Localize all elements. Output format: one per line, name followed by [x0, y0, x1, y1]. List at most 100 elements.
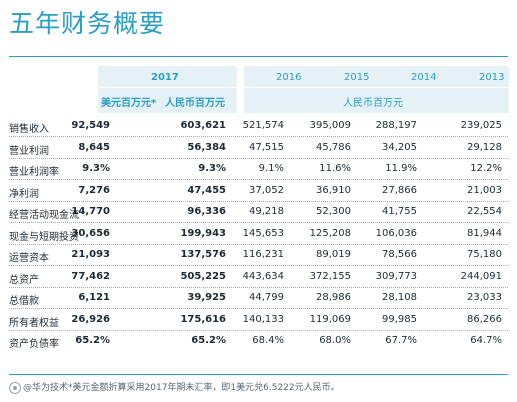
table-row: 现金与短期投资 30,656 199,943 145,653 125,208 106,03…	[9, 223, 508, 245]
row-value: 395,009	[309, 120, 351, 131]
table-row: 营业利润率 9.3% 9.3% 9.1% 11.6% 11.9% 12.2%	[9, 158, 508, 180]
column-header-2013: 2013	[479, 72, 505, 83]
row-separator	[9, 243, 508, 245]
row-value: 41,755	[382, 206, 417, 217]
row-value: 68.4%	[252, 335, 284, 346]
column-header-2017: 2017	[151, 72, 179, 83]
row-value: 89,019	[316, 249, 351, 260]
row-separator	[9, 329, 508, 331]
row-value: 36,910	[316, 184, 351, 196]
table-row: 总资产 77,462 505,225 443,634 372,155 309,773 244…	[9, 266, 508, 288]
row-value: 14,770	[71, 206, 110, 217]
row-value: 45,786	[316, 141, 351, 153]
row-value: 145,653	[242, 227, 284, 239]
row-label: 净利润	[9, 188, 39, 200]
row-value: 11.9%	[385, 163, 417, 174]
row-label: 现金与短期投资	[9, 231, 79, 243]
header-band-2017-divider	[98, 87, 237, 88]
row-value: 11.6%	[319, 163, 351, 174]
row-value: 68.0%	[319, 335, 351, 346]
table-row: 所有者权益 26,926 175,616 140,133 119,069 99,985 86…	[9, 309, 508, 331]
watermark-text: @华为技术	[23, 383, 69, 393]
row-value: 21,093	[71, 249, 110, 260]
row-value: 96,336	[187, 206, 226, 217]
unit-rmb-2017-label: 人民币百万元	[165, 98, 225, 109]
row-value: 603,621	[180, 120, 226, 131]
row-value: 56,384	[187, 141, 226, 153]
row-value: 99,985	[382, 313, 417, 325]
row-value: 6,121	[78, 292, 110, 303]
header-band-history	[244, 66, 509, 113]
row-value: 521,574	[242, 120, 284, 131]
row-value: 49,218	[249, 206, 284, 217]
table-row: 净利润 7,276 47,455 37,052 36,910 27,866 21,003	[9, 180, 508, 202]
column-header-2016: 2016	[276, 72, 302, 83]
column-header-2014: 2014	[411, 72, 437, 83]
footnote: @华为技术*美元金额折算采用2017年期末汇率，即1美元兑6.5222元人民币。	[9, 380, 340, 394]
table-row: 运营资本 21,093 137,576 116,231 89,019 78,566 75,1…	[9, 244, 508, 266]
row-value: 44,799	[249, 292, 284, 303]
watermark-icon	[9, 381, 21, 394]
row-label: 所有者权益	[9, 317, 59, 329]
table-row: 总借款 6,121 39,925 44,799 28,986 28,108 23,033	[9, 287, 508, 309]
row-value: 119,069	[309, 313, 351, 325]
row-separator	[9, 222, 508, 223]
row-value: 7,276	[78, 184, 110, 196]
row-separator	[9, 286, 508, 288]
title-divider	[9, 56, 508, 57]
row-label: 销售收入	[9, 124, 49, 135]
row-value: 30,656	[71, 227, 110, 239]
page-title: 五年财务概要	[9, 9, 166, 38]
row-value: 8,645	[78, 141, 110, 153]
row-value: 27,866	[382, 184, 417, 196]
row-value: 26,926	[71, 313, 110, 325]
row-label: 运营资本	[9, 253, 49, 264]
row-value: 29,128	[467, 141, 502, 153]
row-value: 21,003	[467, 184, 502, 196]
row-value: 39,925	[187, 292, 226, 303]
row-value: 175,616	[180, 313, 226, 325]
row-value: 372,155	[309, 270, 351, 282]
row-value: 47,515	[249, 141, 284, 153]
row-label: 总借款	[9, 296, 39, 307]
row-label: 经营活动现金流	[9, 210, 79, 221]
row-value: 92,549	[71, 120, 110, 131]
footnote-text: *美元金额折算采用2017年期末汇率，即1美元兑6.5222元人民币。	[68, 383, 340, 393]
row-separator	[9, 179, 508, 180]
row-separator	[9, 200, 508, 202]
row-separator	[9, 265, 508, 266]
row-value: 34,205	[382, 141, 417, 153]
row-value: 28,986	[316, 292, 351, 303]
row-value: 140,133	[242, 313, 284, 325]
row-value: 443,634	[242, 270, 284, 282]
column-header-2015: 2015	[344, 72, 370, 83]
row-value: 9.3%	[82, 163, 110, 174]
row-label: 资产负债率	[9, 339, 59, 350]
row-value: 125,208	[309, 227, 351, 239]
row-separator	[9, 136, 508, 137]
row-value: 65.2%	[75, 335, 110, 346]
row-value: 309,773	[375, 270, 417, 282]
row-label: 营业利润率	[9, 167, 59, 178]
row-value: 77,462	[71, 270, 110, 282]
row-value: 52,300	[316, 206, 351, 217]
row-separator	[9, 308, 508, 309]
row-value: 75,180	[467, 249, 502, 260]
header-band-history-divider	[244, 87, 509, 88]
row-value: 199,943	[180, 227, 226, 239]
row-value: 505,225	[180, 270, 226, 282]
row-value: 22,554	[467, 206, 502, 217]
row-value: 67.7%	[385, 335, 417, 346]
row-value: 28,108	[382, 292, 417, 303]
table-bottom-rule	[9, 374, 508, 375]
row-value: 12.2%	[470, 163, 502, 174]
row-separator	[9, 157, 508, 159]
row-value: 244,091	[460, 270, 502, 282]
row-value: 78,566	[382, 249, 417, 260]
row-value: 137,576	[180, 249, 226, 260]
row-value: 81,944	[467, 227, 502, 239]
row-label: 总资产	[9, 274, 39, 286]
table-row: 营业利润 8,645 56,384 47,515 45,786 34,205 29,128	[9, 137, 508, 159]
row-value: 65.2%	[191, 335, 226, 346]
table-row: 销售收入 92,549 603,621 521,574 395,009 288,197 23…	[9, 115, 508, 137]
